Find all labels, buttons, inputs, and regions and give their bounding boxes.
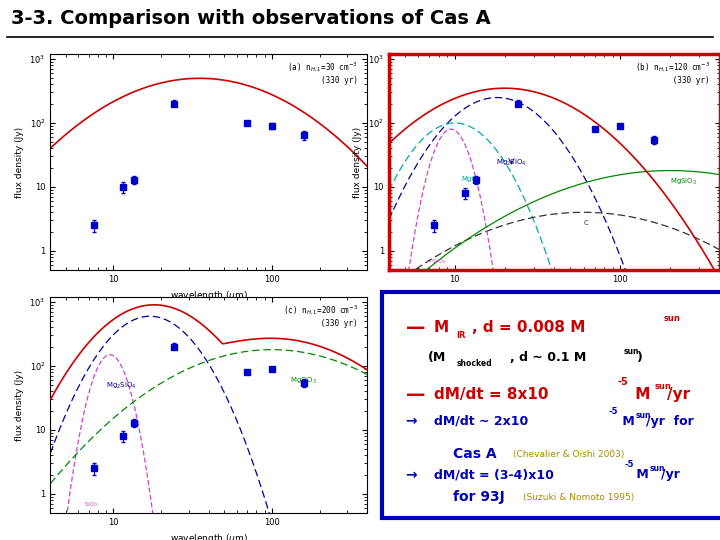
X-axis label: wavelength ($\mu$m): wavelength ($\mu$m) (170, 289, 248, 302)
Text: sun: sun (624, 347, 639, 356)
Text: (c) n$_{H,1}$=200 cm$^{-3}$
         (330 yr): (c) n$_{H,1}$=200 cm$^{-3}$ (330 yr) (279, 303, 358, 328)
Text: sun: sun (664, 314, 680, 323)
Text: /yr  for: /yr for (647, 415, 694, 428)
Text: Mg$_2$SiO$_4$: Mg$_2$SiO$_4$ (496, 158, 527, 168)
Text: -5: -5 (618, 377, 629, 387)
X-axis label: wavelength ($\mu$m): wavelength ($\mu$m) (170, 532, 248, 540)
Text: IR: IR (456, 330, 466, 340)
Text: dM/dt ∼ 2x10: dM/dt ∼ 2x10 (434, 415, 528, 428)
Text: M: M (434, 320, 449, 334)
Text: M: M (618, 415, 634, 428)
Text: M: M (631, 387, 651, 402)
Text: C: C (584, 220, 588, 226)
Text: (Suzuki & Nomoto 1995): (Suzuki & Nomoto 1995) (523, 493, 634, 502)
Text: sun: sun (650, 464, 665, 473)
Y-axis label: flux density (Jy): flux density (Jy) (15, 126, 24, 198)
Text: MgSiO$_3$: MgSiO$_3$ (290, 375, 317, 386)
Text: Mg$_2$SiO$_4$: Mg$_2$SiO$_4$ (106, 381, 137, 391)
Text: -5: -5 (608, 407, 618, 416)
Text: sun: sun (654, 382, 671, 391)
Text: /yr: /yr (667, 387, 690, 402)
Text: SiO$_2$: SiO$_2$ (84, 500, 99, 509)
Text: MgSiO$_3$: MgSiO$_3$ (670, 177, 697, 187)
X-axis label: wavelength ($\mu$m): wavelength ($\mu$m) (516, 289, 593, 302)
Text: , d ∼ 0.1 M: , d ∼ 0.1 M (510, 352, 586, 365)
Text: MgO: MgO (462, 176, 477, 182)
Text: -5: -5 (624, 460, 634, 469)
Text: sun: sun (636, 411, 652, 420)
Text: (b) n$_{H,1}$=120 cm$^{-3}$
         (330 yr): (b) n$_{H,1}$=120 cm$^{-3}$ (330 yr) (631, 60, 710, 85)
Text: for 93J: for 93J (453, 490, 505, 504)
Text: (a) n$_{H,1}$=30 cm$^{-3}$
        (330 yr): (a) n$_{H,1}$=30 cm$^{-3}$ (330 yr) (284, 60, 358, 85)
Text: dM/dt = (3-4)x10: dM/dt = (3-4)x10 (434, 468, 554, 481)
Text: $\leftarrow$SiO$_2$: $\leftarrow$SiO$_2$ (423, 256, 446, 266)
Text: /yr: /yr (660, 468, 680, 481)
Text: dM/dt = 8x10: dM/dt = 8x10 (434, 387, 549, 402)
Text: M: M (632, 468, 649, 481)
Text: Cas A: Cas A (453, 447, 497, 461)
Text: ): ) (636, 352, 643, 365)
Text: shocked: shocked (456, 360, 492, 368)
Text: —: — (405, 385, 425, 404)
Text: (M: (M (428, 352, 446, 365)
Text: →: → (405, 414, 417, 428)
Text: (Chevalier & Oishi 2003): (Chevalier & Oishi 2003) (513, 450, 624, 459)
Text: 3-3. Comparison with observations of Cas A: 3-3. Comparison with observations of Cas… (11, 9, 490, 28)
Y-axis label: flux density (Jy): flux density (Jy) (354, 126, 362, 198)
Text: —: — (405, 318, 425, 336)
Y-axis label: flux density (Jy): flux density (Jy) (15, 369, 24, 441)
Text: , d = 0.008 M: , d = 0.008 M (472, 320, 585, 334)
Text: →: → (405, 468, 417, 482)
